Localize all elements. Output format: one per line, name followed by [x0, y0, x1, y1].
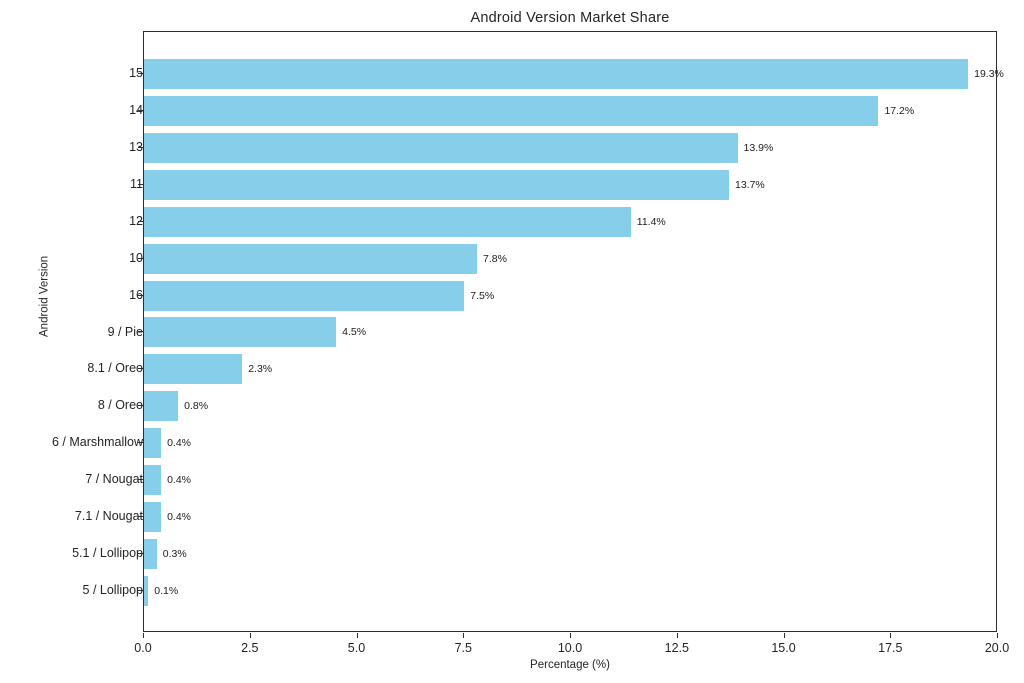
bar	[144, 539, 157, 569]
x-tick-mark	[997, 633, 998, 638]
bar	[144, 59, 969, 89]
x-tick-label: 12.5	[664, 641, 689, 655]
bar-row: 2.3%	[144, 354, 996, 384]
bar-value-label: 0.4%	[167, 473, 192, 486]
bar-row: 4.5%	[144, 317, 996, 347]
x-tick-label: 2.5	[241, 641, 259, 655]
y-axis-tick-labels: 15 14 13 11 12 10 16 9 / Pie 8.1 / Oreo 8 / Oreo 6…	[0, 0, 295, 683]
bar	[144, 244, 478, 274]
x-tick-mark	[570, 633, 571, 638]
x-tick-label: 5.0	[347, 641, 366, 655]
bar-row: 0.4%	[144, 465, 996, 495]
y-tick-label: 7 / Nougat	[85, 472, 143, 487]
bar-row: 0.1%	[144, 576, 996, 606]
bar-row: 7.8%	[144, 244, 996, 274]
x-tick-label: 15.0	[771, 641, 796, 655]
bar	[144, 133, 738, 163]
x-tick-label: 20.0	[984, 641, 1010, 655]
y-tick-mark	[138, 221, 143, 222]
y-tick-label: 5 / Lollipop	[82, 582, 143, 597]
x-tick-mark	[143, 633, 144, 638]
bar	[144, 465, 162, 495]
x-tick-label: 10.0	[557, 641, 583, 655]
y-tick-mark	[138, 405, 143, 406]
bar-value-label: 13.9%	[743, 141, 774, 154]
y-tick-label: 13	[129, 139, 143, 154]
bar-row: 0.8%	[144, 391, 996, 421]
x-tick-mark	[784, 633, 785, 638]
chart-title: Android Version Market Share	[470, 10, 670, 26]
y-tick-label: 5.1 / Lollipop	[72, 545, 143, 560]
x-tick-label: 17.5	[878, 641, 903, 655]
y-tick-label: 10	[129, 250, 143, 265]
bar-value-label: 0.8%	[184, 399, 209, 412]
bar-value-label: 19.3%	[974, 67, 1004, 80]
bar-value-label: 7.8%	[483, 252, 507, 265]
bar-row: 0.4%	[144, 428, 996, 458]
bar-row: 17.2%	[144, 96, 996, 126]
bar-row: 0.3%	[144, 539, 996, 569]
bar-value-label: 4.5%	[342, 325, 367, 338]
bar-value-label: 13.7%	[734, 178, 765, 191]
bar	[144, 576, 149, 606]
y-tick-mark	[138, 73, 143, 74]
bar-value-label: 11.4%	[636, 215, 666, 228]
bar-value-label: 2.3%	[248, 362, 273, 375]
y-tick-label: 6 / Marshmallow	[52, 435, 143, 450]
y-tick-mark	[138, 516, 143, 517]
bar-row: 7.5%	[144, 281, 996, 311]
y-tick-mark	[138, 442, 143, 443]
bar	[144, 96, 879, 126]
bar	[144, 391, 179, 421]
x-tick-label: 7.5	[454, 641, 472, 655]
y-tick-mark	[138, 590, 143, 591]
bar-value-label: 0.4%	[167, 436, 192, 449]
bar-row: 13.7%	[144, 170, 996, 200]
bar-value-label: 7.5%	[470, 289, 495, 302]
x-tick-mark	[463, 633, 464, 638]
y-tick-label: 11	[130, 176, 143, 191]
bar	[144, 502, 162, 532]
y-tick-mark	[138, 147, 143, 148]
bar	[144, 428, 162, 458]
bar	[144, 281, 465, 311]
y-tick-mark	[138, 295, 143, 296]
bar-value-label: 0.4%	[167, 510, 192, 523]
y-tick-mark	[138, 110, 143, 111]
bar-row: 11.4%	[144, 207, 996, 237]
x-axis-title: Percentage (%)	[530, 659, 610, 671]
bar	[144, 354, 243, 384]
bar-row: 13.9%	[144, 133, 996, 163]
bar-value-label: 0.3%	[162, 547, 187, 560]
y-tick-label: 7.1 / Nougat	[74, 509, 143, 524]
y-tick-label: 16	[129, 287, 143, 302]
y-tick-mark	[138, 331, 143, 332]
plot-area: 19.3% 17.2% 13.9% 13.7% 11.4% 7.8% 7.5% 4.5% 2.3…	[143, 31, 1004, 632]
bar-value-label: 17.2%	[884, 104, 915, 117]
x-tick-label: 0.0	[134, 641, 152, 655]
bar-row: 19.3%	[144, 59, 1004, 89]
bar	[144, 207, 631, 237]
x-tick-mark	[357, 633, 358, 638]
y-tick-mark	[138, 479, 143, 480]
y-tick-mark	[138, 184, 143, 185]
x-tick-mark	[250, 633, 251, 638]
bar-row: 0.4%	[144, 502, 996, 532]
y-tick-label: 8.1 / Oreo	[87, 361, 143, 376]
x-tick-mark	[677, 633, 678, 638]
x-tick-mark	[890, 633, 891, 638]
bar-value-label: 0.1%	[154, 584, 179, 597]
y-tick-mark	[138, 553, 143, 554]
bar	[144, 317, 337, 347]
y-tick-mark	[138, 258, 143, 259]
y-tick-label: 14	[129, 103, 143, 117]
y-tick-mark	[138, 368, 143, 369]
y-tick-label: 12	[129, 213, 143, 228]
bar	[144, 170, 729, 200]
y-tick-label: 15	[129, 66, 143, 81]
y-tick-label: 9 / Pie	[107, 324, 143, 339]
y-tick-label: 8 / Oreo	[97, 398, 143, 413]
